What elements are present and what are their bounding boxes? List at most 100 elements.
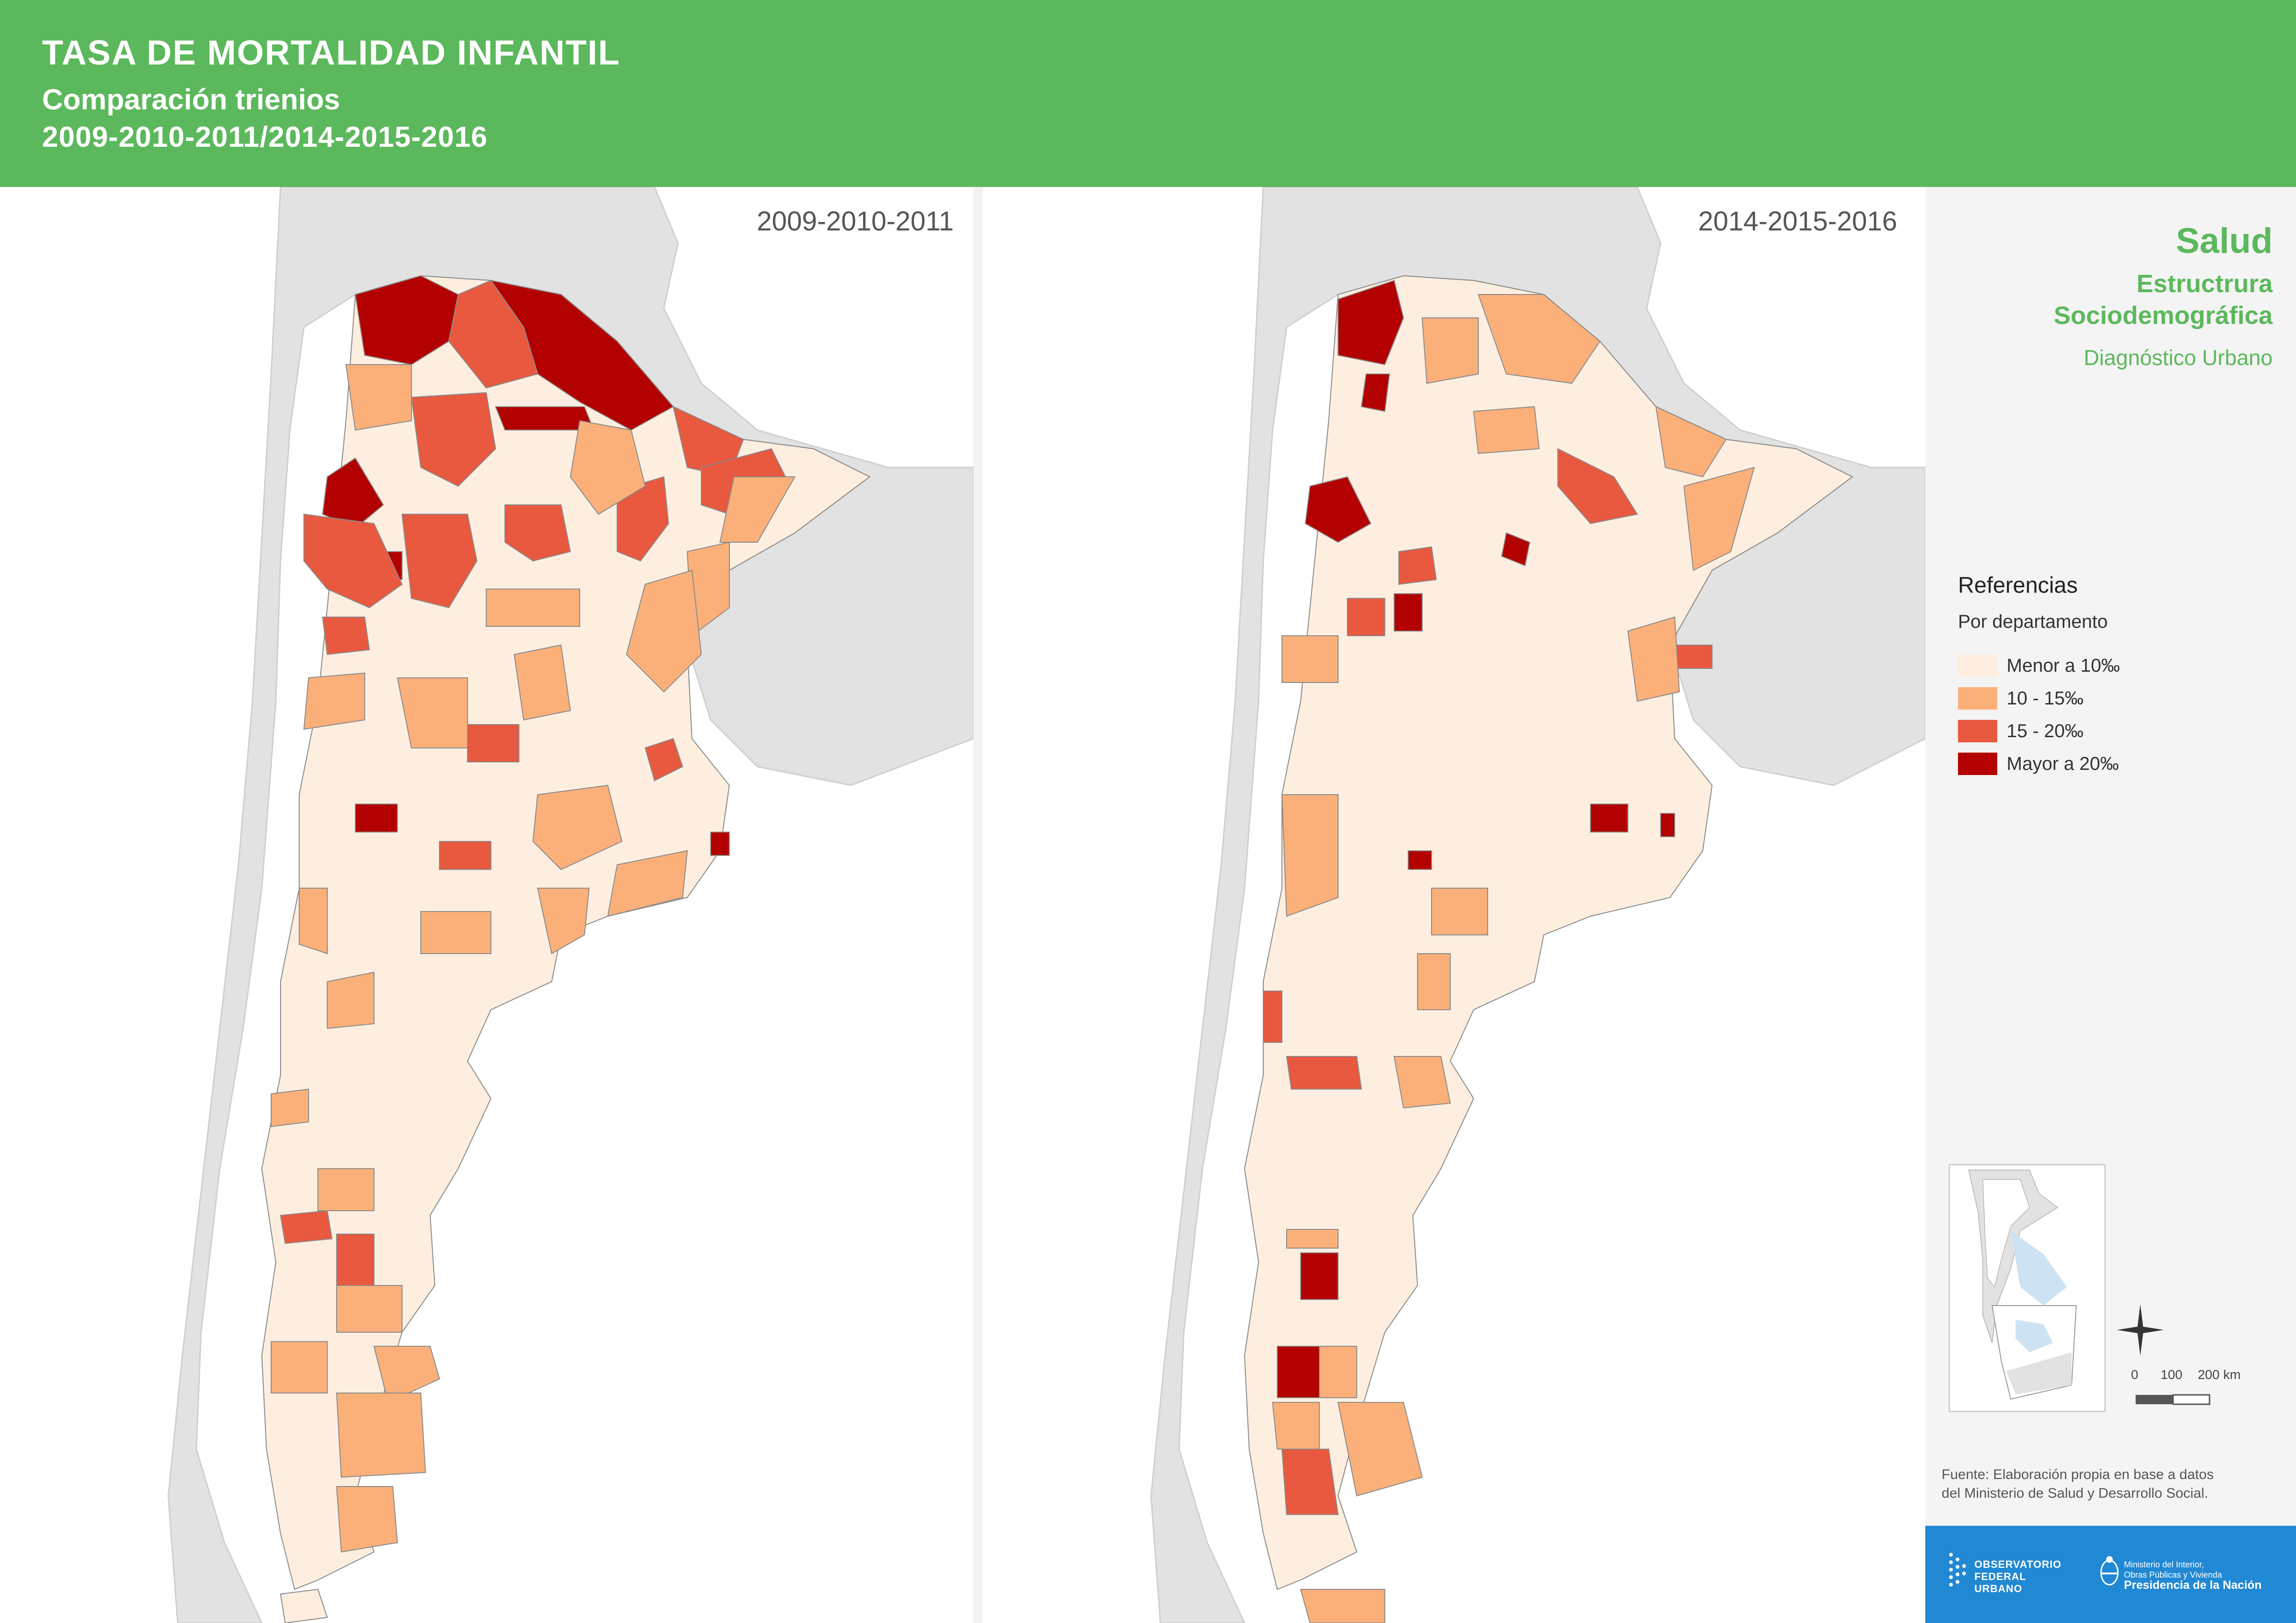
legend-title: Referencias [1958,573,2078,598]
department-region [303,513,403,609]
footer-logos: OBSERVATORIO FEDERAL URBANO Ministerio d… [1925,1526,2296,1623]
map-title: TASA DE MORTALIDAD INFANTIL [42,33,620,72]
legend-swatch [1958,753,1997,775]
department-region [336,1393,426,1478]
department-region [644,738,684,782]
presidencia-label: Presidencia de la Nación [2124,1579,2262,1592]
ministerio-line2: Obras Públicas y Vivienda [2124,1570,2222,1580]
section-label: Diagnóstico Urbano [2083,345,2273,370]
inset-argentina [1982,1179,2030,1288]
period-label-second: 2014-2015-2016 [1698,206,1897,237]
departments-2014-2016 [1263,280,1755,1623]
presidencia-text: Ministerio del Interior, Obras Públicas … [2124,1559,2262,1592]
department-region [1501,532,1531,567]
department-region [1281,635,1339,683]
department-region [1281,1449,1339,1515]
inset-sea [2011,1231,2067,1306]
department-region [1683,467,1755,571]
header-bar: TASA DE MORTALIDAD INFANTIL Comparación … [0,0,2296,187]
department-region [710,832,730,856]
observatorio-name: OBSERVATORIO FEDERAL URBANO [1974,1558,2061,1595]
department-region [1300,1252,1339,1300]
legend-swatch [1958,687,1997,710]
legend-swatch [1958,654,1997,677]
department-region [1627,616,1680,702]
department-region [1300,1589,1385,1623]
department-region [532,784,623,870]
map-2014-2016-svg [1150,187,1925,1623]
legend-label: 10 - 15‰ [2007,688,2084,709]
department-region [327,971,374,1029]
coat-of-arms-icon [2099,1555,2120,1590]
department-region [607,850,688,917]
department-region [271,1341,328,1393]
inset-ice [2015,1320,2053,1352]
map-panel-2014-2016: 2014-2015-2016 [983,187,1925,1623]
department-region [317,1168,374,1211]
department-region [271,1088,309,1127]
observatorio-line2: FEDERAL [1974,1571,2026,1582]
legend-label: Menor a 10‰ [2007,655,2120,676]
source-line1: Fuente: Elaboración propia en base a dat… [1942,1467,2214,1482]
department-region [1431,888,1488,935]
scale-label-0: 0 [2131,1367,2138,1382]
department-region [1674,645,1713,669]
map-panel-2009-2011: 2009-2010-2011 [0,187,973,1623]
department-region [345,364,412,431]
department-region [617,476,669,562]
department-region [336,1234,374,1291]
department-region [1281,794,1339,917]
department-region [537,888,590,955]
department-region [1286,1229,1339,1249]
department-region [401,514,478,609]
panel-divider [973,187,983,1623]
observatorio-line1: OBSERVATORIO [1974,1558,2062,1570]
department-region [1286,1056,1362,1090]
department-region [1660,813,1675,837]
legend-label: Mayor a 20‰ [2007,754,2119,774]
department-region [1477,294,1601,384]
observatorio-line3: URBANO [1974,1583,2022,1594]
department-region [1347,598,1385,636]
period-label-first: 2009-2010-2011 [756,206,954,237]
department-region [1272,1402,1320,1450]
inset-locator-map [1949,1164,2106,1412]
department-region [280,1210,333,1244]
observatorio-logo-icon [1946,1545,1970,1604]
department-region [1338,280,1404,366]
department-region [467,724,519,762]
department-region [420,911,491,954]
department-region [299,888,328,955]
sidebar-panel: Salud Estructrura Sociodemográfica Diagn… [1925,187,2296,1526]
inset-antarctica [2006,1352,2072,1394]
theme-title: Salud [2176,221,2273,261]
department-region [355,804,398,833]
department-region [1304,476,1372,543]
source-line2: del Ministerio de Salud y Desarrollo Soc… [1942,1486,2209,1501]
department-region [439,841,491,870]
department-region [1394,593,1423,632]
department-region [336,1285,403,1333]
department-region [448,280,539,389]
subtheme-line1: Estructrura [2136,270,2273,298]
department-region [569,420,646,515]
scale-bar [2136,1394,2210,1408]
department-region [1417,953,1451,1010]
department-region [303,672,365,730]
department-region [504,504,571,562]
department-region [1393,1056,1451,1109]
department-region [336,1486,398,1553]
department-region [1263,991,1282,1043]
legend-swatch [1958,720,1997,742]
department-region [1557,448,1638,524]
source-note: Fuente: Elaboración propia en base a dat… [1942,1465,2288,1503]
department-region [280,1588,328,1623]
department-region [1590,804,1628,833]
department-region [1398,546,1437,585]
department-region [1421,317,1479,384]
legend-subtitle: Por departamento [1958,611,2108,632]
scale-label-200: 200 km [2197,1367,2241,1382]
department-region [486,589,580,627]
department-region [1277,1346,1320,1398]
subtheme-line2: Sociodemográfica [2053,302,2273,330]
